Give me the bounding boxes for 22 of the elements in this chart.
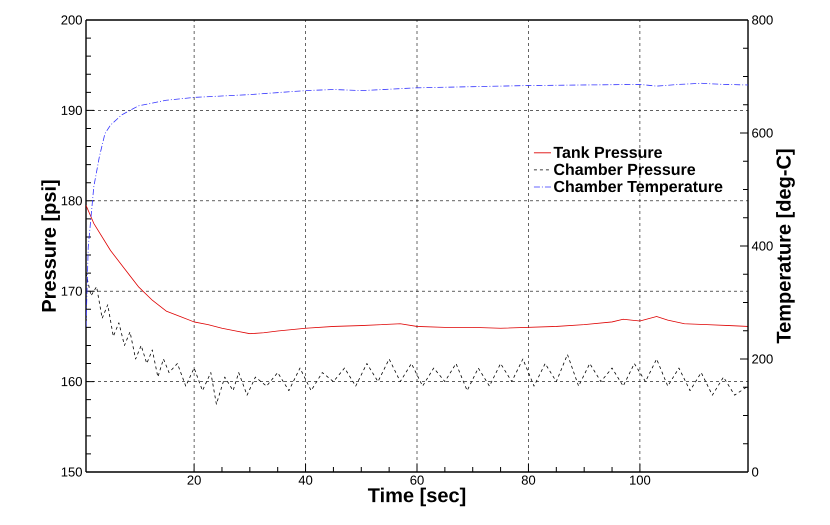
- y2-tick-label: 800: [752, 15, 773, 25]
- y-tick-label: 160: [62, 376, 82, 386]
- legend-label: Tank Pressure: [554, 146, 662, 158]
- y-tick-label: 200: [61, 15, 82, 25]
- x-tick-label: 40: [298, 476, 312, 485]
- x-tick-label: 60: [410, 476, 424, 485]
- x-tick-label: 80: [522, 476, 536, 485]
- y-tick-label: 170: [62, 286, 82, 296]
- y2-tick-label: 200: [752, 354, 773, 364]
- y-axis-title: Pressure [psi]: [41, 180, 60, 312]
- y2-tick-label: 400: [752, 241, 773, 251]
- y2-axis-title: Temperature [deg-C]: [776, 150, 795, 344]
- x-tick-label: 20: [188, 476, 201, 485]
- y2-tick-label: 0: [752, 467, 758, 477]
- legend-label: Chamber Temperature: [554, 180, 722, 196]
- x-axis-title: Time [sec]: [368, 488, 466, 506]
- y-tick-label: 180: [62, 196, 82, 206]
- legend-label: Chamber Pressure: [554, 163, 696, 176]
- x-tick-label: 100: [630, 476, 650, 485]
- y-tick-label: 150: [62, 467, 82, 477]
- y2-tick-label: 600: [752, 128, 773, 138]
- y-tick-label: 190: [62, 106, 82, 115]
